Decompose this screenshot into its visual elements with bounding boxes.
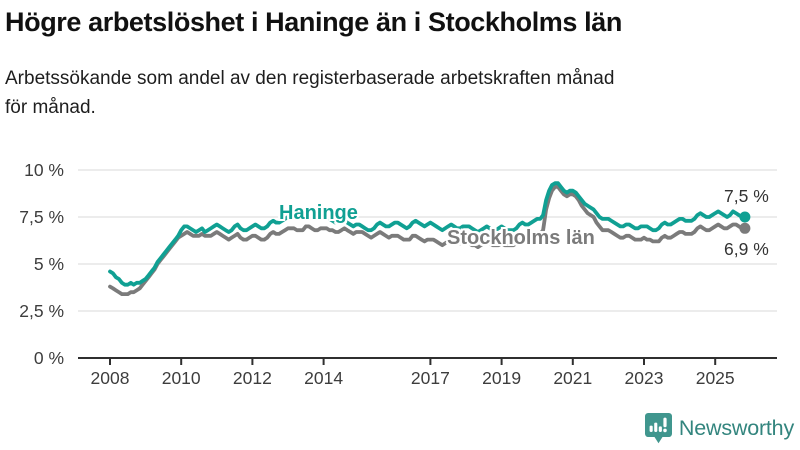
series-label-stockholms-lan: Stockholms län <box>447 227 595 249</box>
x-tick-label: 2012 <box>232 368 272 388</box>
x-tick-label: 2023 <box>624 368 664 388</box>
x-tick-label: 2010 <box>161 368 201 388</box>
series-line-haninge <box>108 181 747 287</box>
subtitle-line-2: för månad. <box>5 97 96 118</box>
y-tick-label: 5 % <box>33 254 64 274</box>
x-tick-label: 2021 <box>553 368 593 388</box>
end-value-haninge: 7,5 % <box>724 186 769 206</box>
end-dot-haninge <box>739 211 751 223</box>
chart-title: Högre arbetslöshet i Haninge än i Stockh… <box>5 7 622 37</box>
newsworthy-wordmark: Newsworthy <box>678 415 794 440</box>
subtitle-line-1: Arbetssökande som andel av den registerb… <box>5 68 615 89</box>
x-tick-label: 2017 <box>410 368 450 388</box>
x-tick-label: 2019 <box>482 368 522 388</box>
y-tick-label: 7,5 % <box>19 207 64 227</box>
chart-subtitle: Arbetssökande som andel av den registerb… <box>5 64 793 122</box>
end-value-stockholms-lan: 6,9 % <box>724 239 769 259</box>
newsworthy-logo[interactable]: Newsworthy <box>644 411 794 445</box>
x-tick-label: 2025 <box>695 368 735 388</box>
y-tick-label: 0 % <box>33 348 64 368</box>
x-tick-label: 2014 <box>304 368 344 388</box>
newsworthy-icon <box>644 412 672 443</box>
x-tick-label: 2008 <box>90 368 130 388</box>
y-tick-label: 10 % <box>24 160 64 180</box>
series-line-stockholms-lan <box>108 184 747 297</box>
end-dot-stockholms-lan <box>739 222 751 234</box>
series-label-haninge: Haninge <box>279 202 358 224</box>
y-tick-label: 2,5 % <box>19 301 64 321</box>
